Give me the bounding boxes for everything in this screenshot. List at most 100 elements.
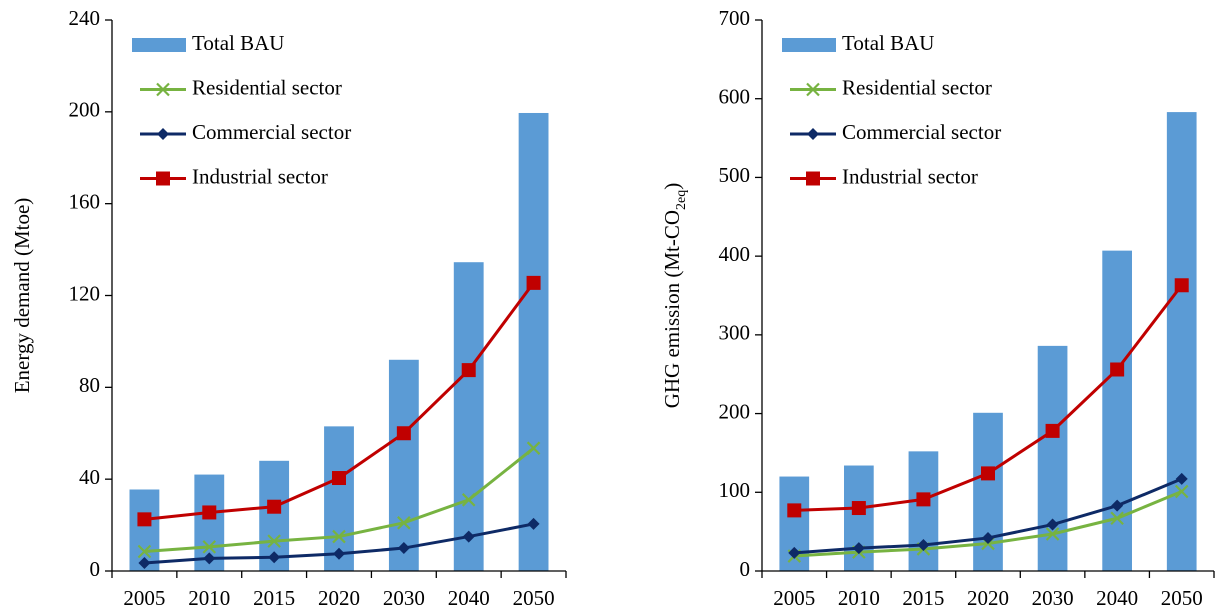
marker <box>397 542 410 555</box>
y-tick-label: 400 <box>719 242 751 266</box>
bar <box>1166 112 1197 572</box>
x-tick-label: 2015 <box>902 586 944 610</box>
marker <box>1045 423 1060 438</box>
marker <box>332 529 346 544</box>
y-axis-label-part: Energy demand (Mtoe) <box>10 198 34 394</box>
marker <box>1046 518 1059 531</box>
y-tick-label: 0 <box>90 557 101 581</box>
legend-item: Industrial sector <box>140 164 328 188</box>
y-axis-label-part: ) <box>660 183 684 190</box>
marker <box>1111 499 1124 512</box>
x-tick-label: 2040 <box>1096 586 1138 610</box>
y-tick-label: 0 <box>740 557 751 581</box>
legend-item: Commercial sector <box>140 120 351 144</box>
y-axis-label-part: 2eq <box>674 190 689 210</box>
bar <box>324 426 354 571</box>
legend-item: Residential sector <box>790 75 992 99</box>
marker <box>526 441 541 455</box>
marker <box>527 517 540 530</box>
y-tick-label: 160 <box>69 189 101 213</box>
y-tick-label: 200 <box>69 98 101 122</box>
marker <box>137 544 152 559</box>
marker <box>462 530 475 543</box>
legend-item: Commercial sector <box>790 120 1001 144</box>
y-axis-label-part: GHG emission (Mt-CO <box>660 210 684 408</box>
marker <box>397 516 411 530</box>
bar <box>973 412 1003 571</box>
marker <box>268 551 281 564</box>
marker <box>851 501 866 516</box>
x-tick-label: 2010 <box>188 586 230 610</box>
marker <box>1110 511 1124 526</box>
y-tick-label: 200 <box>719 399 751 423</box>
legend-label: Commercial sector <box>842 120 1001 144</box>
marker <box>396 426 411 441</box>
marker <box>1174 278 1189 293</box>
x-tick-label: 2030 <box>1032 586 1074 610</box>
y-tick-label: 600 <box>719 85 751 109</box>
y-tick-label: 300 <box>719 321 751 345</box>
legend-swatch <box>782 38 836 52</box>
marker <box>806 171 820 186</box>
bar <box>908 451 939 571</box>
bar <box>1037 345 1068 571</box>
legend-item: Total BAU <box>132 31 284 55</box>
legend-label: Industrial sector <box>842 164 978 188</box>
marker <box>807 128 819 140</box>
marker <box>333 547 345 560</box>
marker <box>137 512 152 527</box>
legend-label: Total BAU <box>192 31 284 55</box>
y-tick-label: 700 <box>719 6 751 30</box>
legend-item: Industrial sector <box>790 164 978 188</box>
y-axis-label: Energy demand (Mtoe) <box>10 198 34 394</box>
legend-label: Residential sector <box>842 75 992 99</box>
marker <box>1110 362 1125 377</box>
marker <box>461 493 476 507</box>
marker <box>203 552 216 565</box>
marker <box>1175 472 1188 485</box>
marker <box>982 531 994 544</box>
y-tick-label: 240 <box>69 6 101 30</box>
marker <box>981 466 995 481</box>
marker <box>138 556 151 569</box>
bar <box>388 359 419 571</box>
x-tick-label: 2040 <box>448 586 490 610</box>
x-tick-label: 2005 <box>123 586 165 610</box>
legend-item: Residential sector <box>140 75 342 99</box>
marker <box>917 539 930 552</box>
marker <box>806 82 820 97</box>
marker <box>787 503 802 518</box>
legend-label: Industrial sector <box>192 164 328 188</box>
x-tick-label: 2030 <box>383 586 425 610</box>
y-tick-label: 40 <box>79 465 100 489</box>
marker <box>788 546 801 559</box>
marker <box>267 534 281 548</box>
marker <box>156 82 170 97</box>
marker <box>526 275 541 290</box>
x-tick-label: 2010 <box>838 586 880 610</box>
y-tick-label: 500 <box>719 163 751 187</box>
legend-label: Commercial sector <box>192 120 351 144</box>
marker <box>852 542 865 555</box>
legend-label: Total BAU <box>842 31 934 55</box>
y-tick-label: 120 <box>69 281 101 305</box>
x-tick-label: 2050 <box>513 586 555 610</box>
bar <box>518 112 549 571</box>
marker <box>202 505 217 520</box>
marker <box>156 171 170 186</box>
bar <box>1102 250 1132 571</box>
bar <box>844 465 874 571</box>
marker <box>157 128 169 140</box>
marker <box>332 471 346 486</box>
legend-item: Total BAU <box>782 31 934 55</box>
x-tick-label: 2020 <box>318 586 360 610</box>
marker <box>916 492 931 507</box>
y-tick-label: 100 <box>719 478 751 502</box>
y-axis-label: GHG emission (Mt-CO2eq) <box>660 183 689 409</box>
y-tick-label: 80 <box>79 373 100 397</box>
legend-label: Residential sector <box>192 75 342 99</box>
bar <box>453 262 484 571</box>
legend-swatch <box>132 38 186 52</box>
